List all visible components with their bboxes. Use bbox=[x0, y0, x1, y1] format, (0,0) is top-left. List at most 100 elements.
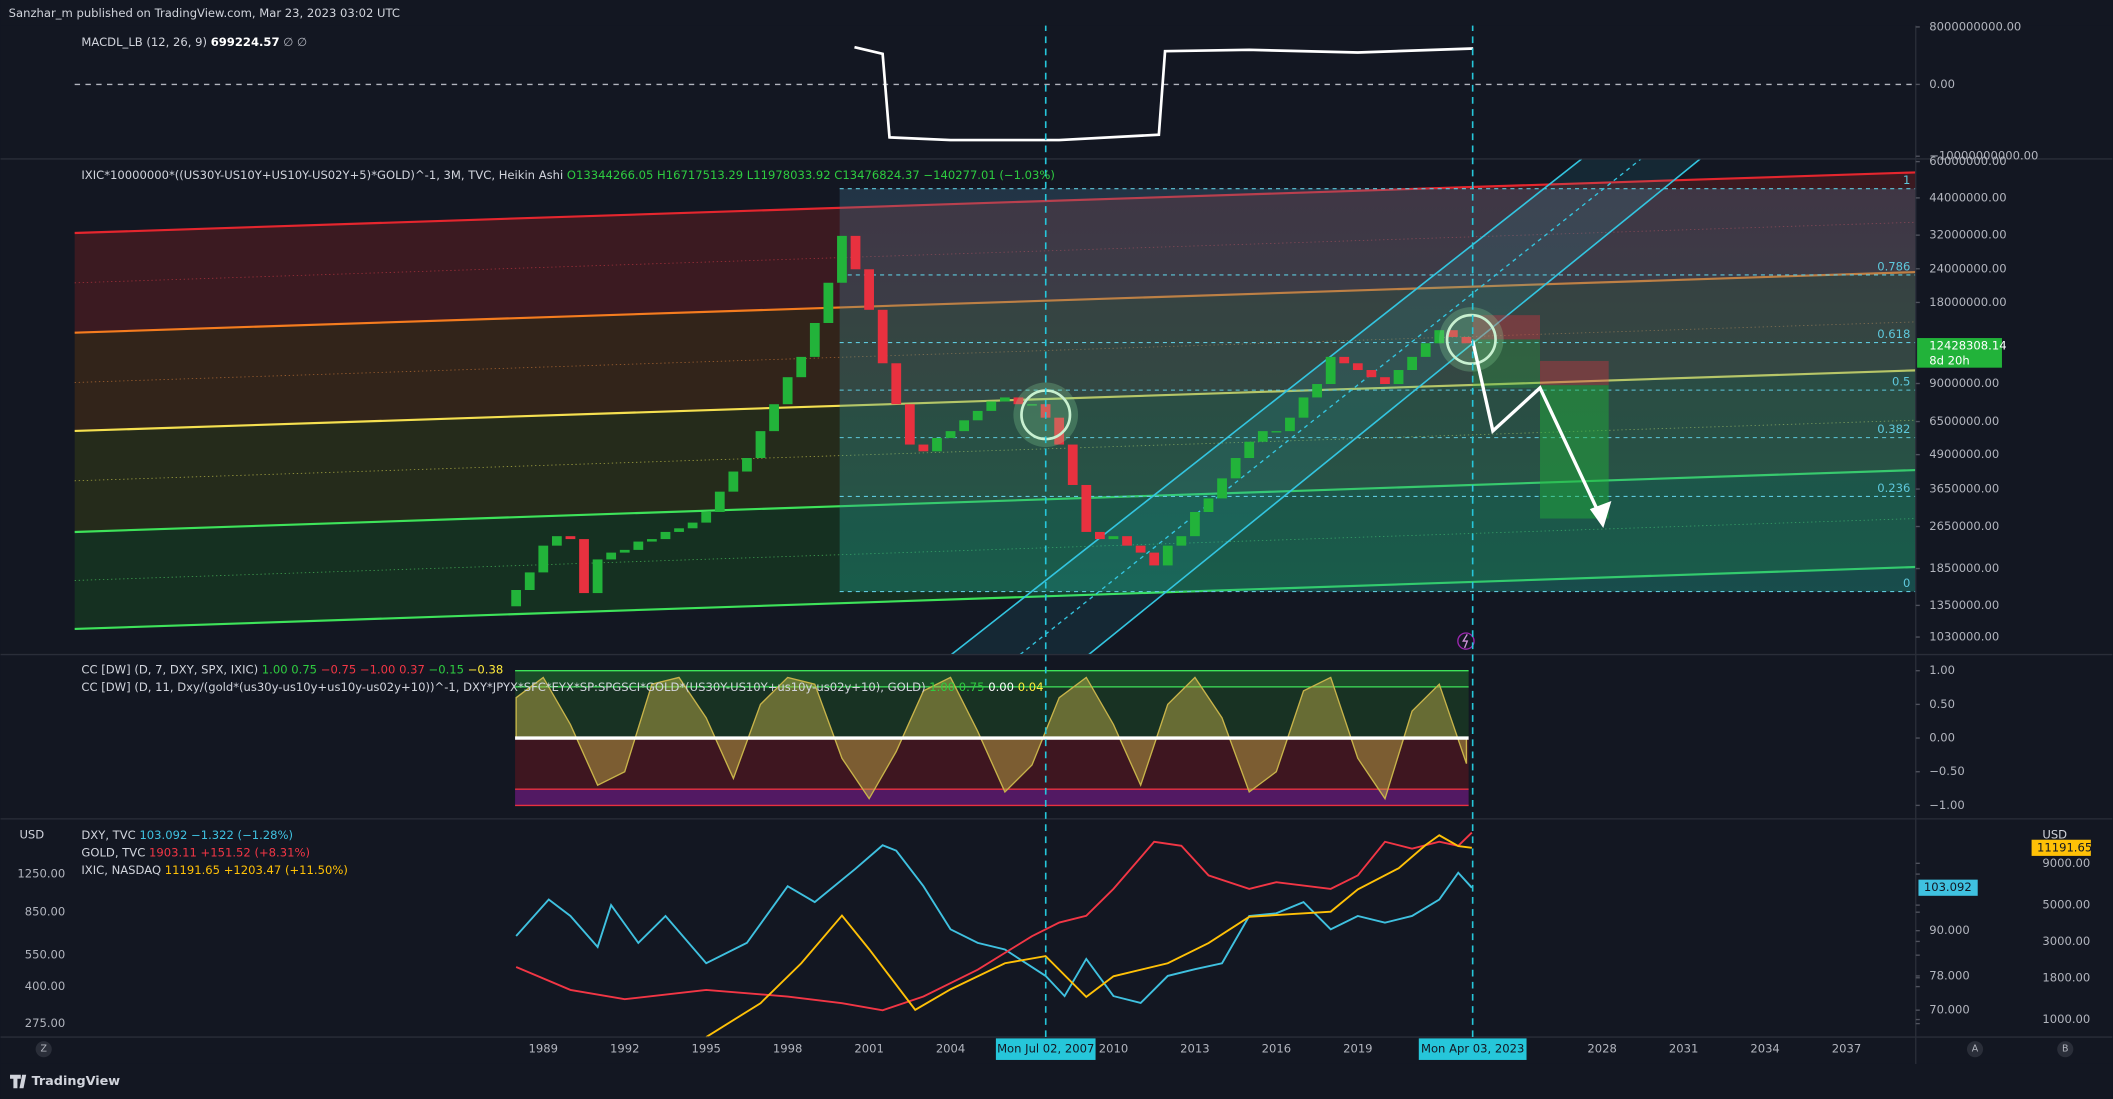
x-tick-label: 2034 bbox=[1750, 1042, 1779, 1056]
compare-legend: IXIC, NASDAQ 11191.65 +1203.47 (+11.50%) bbox=[81, 863, 347, 877]
candle bbox=[823, 282, 834, 323]
x-tick-label: 1989 bbox=[529, 1042, 558, 1056]
legend-last: 1903.11 bbox=[149, 845, 197, 859]
fib-label: 0.5 bbox=[1892, 375, 1910, 389]
y-tick-label: −0.50 bbox=[1929, 764, 1964, 778]
candle bbox=[660, 531, 671, 540]
candle bbox=[972, 410, 983, 421]
cc-bands bbox=[515, 670, 1469, 807]
candle bbox=[932, 437, 942, 452]
legend-name: DXY, TVC bbox=[81, 828, 135, 842]
candle bbox=[1393, 370, 1404, 385]
candle bbox=[1230, 458, 1241, 479]
candle bbox=[959, 420, 970, 432]
y-tick-label: 1000.00 bbox=[2042, 1012, 2090, 1026]
y-tick-label: 24000000.00 bbox=[1929, 261, 2006, 275]
legend-name: IXIC, NASDAQ bbox=[81, 863, 161, 877]
y-tick-label: 1800.00 bbox=[2042, 970, 2090, 984]
y-tick-label: 32000000.00 bbox=[1929, 228, 2006, 242]
x-tick-label: 1995 bbox=[691, 1042, 720, 1056]
candle bbox=[850, 235, 861, 270]
countdown: 8d 20h bbox=[1929, 353, 1969, 367]
cc-value: −0.38 bbox=[468, 662, 503, 676]
projection-arrow bbox=[1471, 340, 1612, 528]
candle bbox=[1054, 417, 1065, 445]
candle bbox=[1040, 404, 1051, 418]
compare-line bbox=[705, 834, 1472, 1038]
x-tick-label: 2013 bbox=[1180, 1042, 1209, 1056]
candle bbox=[619, 549, 630, 553]
y-tick-label: 18000000.00 bbox=[1929, 295, 2006, 309]
legend-last: 11191.65 bbox=[165, 863, 220, 877]
footer: TradingView bbox=[32, 1074, 121, 1089]
fib-label: 0.786 bbox=[1877, 259, 1910, 273]
candle bbox=[918, 444, 929, 452]
candle bbox=[1094, 531, 1105, 540]
y-tick-label: 400.00 bbox=[25, 979, 66, 993]
candle bbox=[1108, 536, 1119, 540]
cc-value: 0.04 bbox=[1018, 679, 1044, 693]
y-tick-label: 1250.00 bbox=[17, 867, 65, 881]
button[interactable]: B bbox=[2062, 1044, 2068, 1055]
x-tick-label: 2019 bbox=[1343, 1042, 1372, 1056]
candle bbox=[1149, 552, 1160, 566]
cc-value: 0.37 bbox=[399, 662, 425, 676]
compare-legend: DXY, TVC 103.092 −1.322 (−1.28%) bbox=[81, 828, 293, 842]
y-tick-label: 0.00 bbox=[1929, 731, 1955, 745]
candle bbox=[606, 552, 617, 560]
x-tick-label: 2031 bbox=[1669, 1042, 1698, 1056]
cc-value: 0.75 bbox=[291, 662, 317, 676]
cc-value: −0.75 bbox=[321, 662, 356, 676]
macd-legend: MACDL_LB (12, 26, 9) 699224.57 ∅ ∅ bbox=[81, 34, 307, 48]
candle bbox=[1027, 404, 1037, 406]
y-tick-label: 44000000.00 bbox=[1929, 190, 2006, 204]
candle bbox=[999, 397, 1010, 402]
button[interactable]: Z bbox=[40, 1044, 47, 1055]
candle bbox=[877, 309, 888, 364]
button[interactable]: A bbox=[1972, 1044, 1979, 1055]
candle bbox=[891, 363, 902, 405]
compare-line bbox=[515, 844, 1473, 1005]
x-tick-label: 2037 bbox=[1832, 1042, 1861, 1056]
price-tag bbox=[1918, 879, 1978, 896]
y-tick-label: 9000000.00 bbox=[1929, 376, 1999, 390]
logo bbox=[10, 1074, 27, 1089]
y-tick-label: 90.000 bbox=[1929, 923, 1970, 937]
cc-value: −0.15 bbox=[429, 662, 464, 676]
date-marker-label: Mon Apr 03, 2023 bbox=[1421, 1042, 1524, 1056]
y-tick-label: 6500000.00 bbox=[1929, 414, 1999, 428]
candle bbox=[1190, 512, 1200, 537]
candle bbox=[1285, 417, 1295, 432]
cc-legend: CC [DW] (D, 7, DXY, SPX, IXIC) 1.00 0.75… bbox=[81, 662, 503, 676]
candle bbox=[837, 235, 847, 283]
candle bbox=[714, 491, 725, 513]
candle bbox=[1217, 478, 1227, 499]
x-tick-label: 1992 bbox=[610, 1042, 639, 1056]
fib-label: 0.618 bbox=[1877, 327, 1910, 341]
candle bbox=[1244, 441, 1255, 459]
x-tick-label: 2010 bbox=[1099, 1042, 1128, 1056]
candle bbox=[1257, 431, 1268, 442]
price-tag bbox=[2031, 839, 2091, 856]
candle bbox=[1122, 536, 1132, 546]
candle bbox=[1135, 545, 1146, 553]
legend-change: +151.52 (+8.31%) bbox=[201, 845, 310, 859]
y-tick-label: 8000000000.00 bbox=[1929, 19, 2021, 33]
candle bbox=[1013, 397, 1024, 405]
candle bbox=[524, 572, 535, 590]
axis-buttons[interactable]: Z A B bbox=[35, 1041, 2074, 1058]
candle bbox=[742, 458, 752, 472]
fib-label: 0.236 bbox=[1877, 481, 1910, 495]
y-tick-label: 70.000 bbox=[1929, 1003, 1970, 1017]
candle bbox=[1298, 397, 1309, 418]
candle bbox=[1447, 330, 1458, 337]
candle bbox=[809, 322, 820, 357]
candle bbox=[1203, 498, 1214, 513]
cc-value: 1.00 bbox=[929, 679, 955, 693]
candle bbox=[1162, 545, 1173, 566]
candle bbox=[511, 589, 522, 607]
candle bbox=[1339, 356, 1350, 364]
y-tick-label: 9000.00 bbox=[2042, 856, 2090, 870]
y-tick-label: 5000.00 bbox=[2042, 898, 2090, 912]
